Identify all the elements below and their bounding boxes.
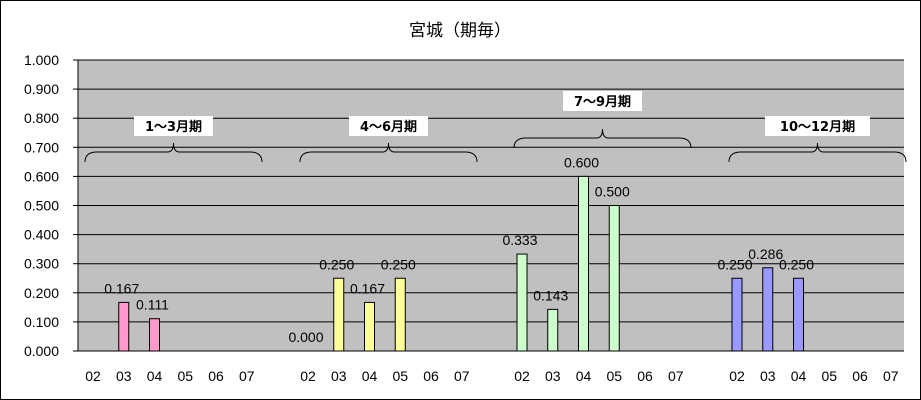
data-label: 0.111: [136, 297, 169, 313]
y-tick-label: 0.000: [24, 343, 59, 359]
data-label: 0.286: [748, 246, 783, 262]
group-label: 10〜12月期: [780, 120, 855, 135]
x-tick-label: 06: [208, 368, 224, 384]
x-tick-label: 07: [239, 368, 255, 384]
x-tick-label: 04: [791, 368, 807, 384]
x-tick-label: 07: [454, 368, 470, 384]
data-label: 0.250: [779, 256, 814, 272]
x-tick-label: 06: [852, 368, 868, 384]
bar: [762, 267, 774, 352]
group-brace: [728, 142, 907, 163]
data-label: 0.167: [350, 280, 385, 296]
group-brace: [299, 142, 478, 163]
x-tick-label: 06: [637, 368, 653, 384]
x-tick-label: 05: [392, 368, 408, 384]
bar: [364, 301, 375, 352]
y-tick-label: 0.800: [24, 110, 59, 126]
bar: [731, 277, 743, 352]
group-label: 4〜6月期: [360, 120, 417, 135]
data-label: 0.000: [288, 329, 323, 345]
y-tick-label: 0.500: [24, 198, 59, 214]
x-tick-label: 03: [545, 368, 561, 384]
y-tick-label: 0.400: [24, 227, 59, 243]
group-label: 1〜3月期: [145, 120, 202, 135]
x-tick-label: 03: [116, 368, 132, 384]
y-tick-label: 0.300: [24, 256, 59, 272]
x-tick-label: 05: [821, 368, 837, 384]
x-tick-label: 07: [668, 368, 684, 384]
group-brace: [513, 128, 692, 149]
bar: [118, 301, 130, 352]
bar: [149, 318, 160, 352]
bar: [608, 205, 620, 352]
bar: [516, 253, 528, 352]
group-label: 7〜9月期: [574, 95, 631, 110]
x-tick-label: 03: [331, 368, 347, 384]
y-tick-label: 0.900: [24, 81, 59, 97]
data-label: 0.600: [564, 154, 599, 170]
x-tick-label: 07: [883, 368, 899, 384]
data-label: 0.250: [319, 256, 354, 272]
group-label-background: [765, 116, 870, 136]
bar: [333, 277, 345, 352]
data-label: 0.500: [595, 184, 630, 200]
bar: [547, 308, 559, 352]
x-tick-label: 03: [760, 368, 776, 384]
group-label-background: [349, 116, 428, 136]
x-tick-label: 05: [177, 368, 193, 384]
y-tick-label: 0.700: [24, 139, 59, 155]
x-tick-label: 04: [147, 368, 163, 384]
bar: [394, 277, 406, 352]
chart-title: 宮城（期毎）: [409, 21, 511, 41]
y-tick-label: 0.100: [24, 314, 59, 330]
data-label: 0.167: [104, 280, 139, 296]
y-tick-label: 0.600: [24, 168, 59, 184]
x-tick-label: 02: [85, 368, 101, 384]
y-tick-label: 1.000: [24, 52, 59, 68]
x-tick-label: 02: [729, 368, 745, 384]
x-tick-label: 05: [606, 368, 622, 384]
bar: [793, 277, 804, 352]
x-tick-label: 02: [300, 368, 316, 384]
x-tick-label: 06: [423, 368, 439, 384]
x-tick-label: 04: [576, 368, 592, 384]
y-tick-label: 0.200: [24, 285, 59, 301]
x-tick-label: 02: [514, 368, 530, 384]
plot-area: 0.000 0.100 0.200 0.300 0.400 0.500 0.600 0.700…: [24, 52, 907, 384]
x-tick-label: 04: [362, 368, 378, 384]
group-brace: [84, 142, 263, 163]
data-label: 0.250: [381, 256, 416, 272]
data-label: 0.250: [717, 256, 752, 272]
data-label: 0.143: [533, 287, 568, 303]
group-label-background: [563, 91, 642, 111]
bar: [578, 175, 589, 352]
group-label-background: [134, 116, 213, 136]
data-label: 0.333: [502, 232, 537, 248]
